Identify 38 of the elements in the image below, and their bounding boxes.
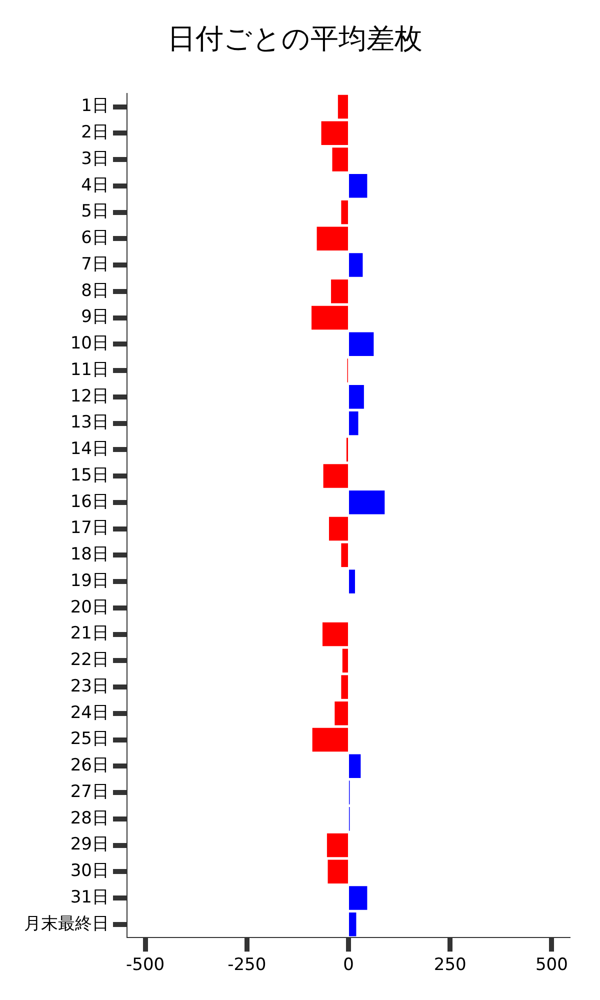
y-tick-label: 9日 [81, 307, 109, 328]
y-tick-label: 19日 [70, 570, 109, 591]
y-tick-label: 11日 [70, 360, 109, 380]
y-tick-label: 月末最終日 [24, 914, 109, 934]
y-tick-label: 4日 [81, 175, 109, 196]
y-tick-label: 3日 [81, 148, 109, 169]
y-tick-label: 24日 [70, 702, 109, 723]
x-tick-label: 250 [434, 955, 466, 976]
y-tick-label: 14日 [70, 439, 109, 460]
y-tick-label: 20日 [70, 597, 109, 618]
y-tick-label: 30日 [70, 861, 109, 882]
y-tick-label: 17日 [70, 518, 109, 538]
y-tick-label: 8日 [81, 280, 109, 301]
y-tick-label: 5日 [81, 202, 109, 222]
y-tick-label: 15日 [70, 465, 109, 486]
x-tick-label: -500 [126, 955, 165, 976]
y-tick-label: 31日 [70, 887, 109, 908]
y-tick-label: 25日 [70, 729, 109, 750]
y-tick-label: 27日 [70, 782, 109, 802]
x-tick-label: 500 [535, 955, 568, 976]
y-tick-label: 7日 [81, 254, 109, 274]
y-tick-label: 21日 [70, 624, 109, 644]
y-tick-label: 23日 [70, 676, 109, 696]
y-tick-label: 18日 [70, 544, 109, 565]
chart-title: 日付ごとの平均差枚 [168, 22, 422, 56]
y-tick-label: 28日 [70, 808, 109, 828]
y-tick-label: 12日 [70, 386, 109, 406]
y-tick-label: 10日 [70, 334, 109, 354]
y-tick-label: 1日 [81, 96, 109, 116]
y-tick-label: 6日 [81, 228, 109, 248]
x-tick-label: 0 [343, 955, 354, 976]
y-tick-label: 26日 [70, 756, 109, 776]
y-tick-label: 2日 [81, 122, 109, 143]
y-tick-label: 22日 [70, 650, 109, 670]
y-tick-label: 16日 [70, 492, 109, 512]
y-tick-label: 29日 [70, 834, 109, 855]
y-tick-label: 13日 [70, 412, 109, 433]
x-tick-label: -250 [228, 955, 266, 976]
